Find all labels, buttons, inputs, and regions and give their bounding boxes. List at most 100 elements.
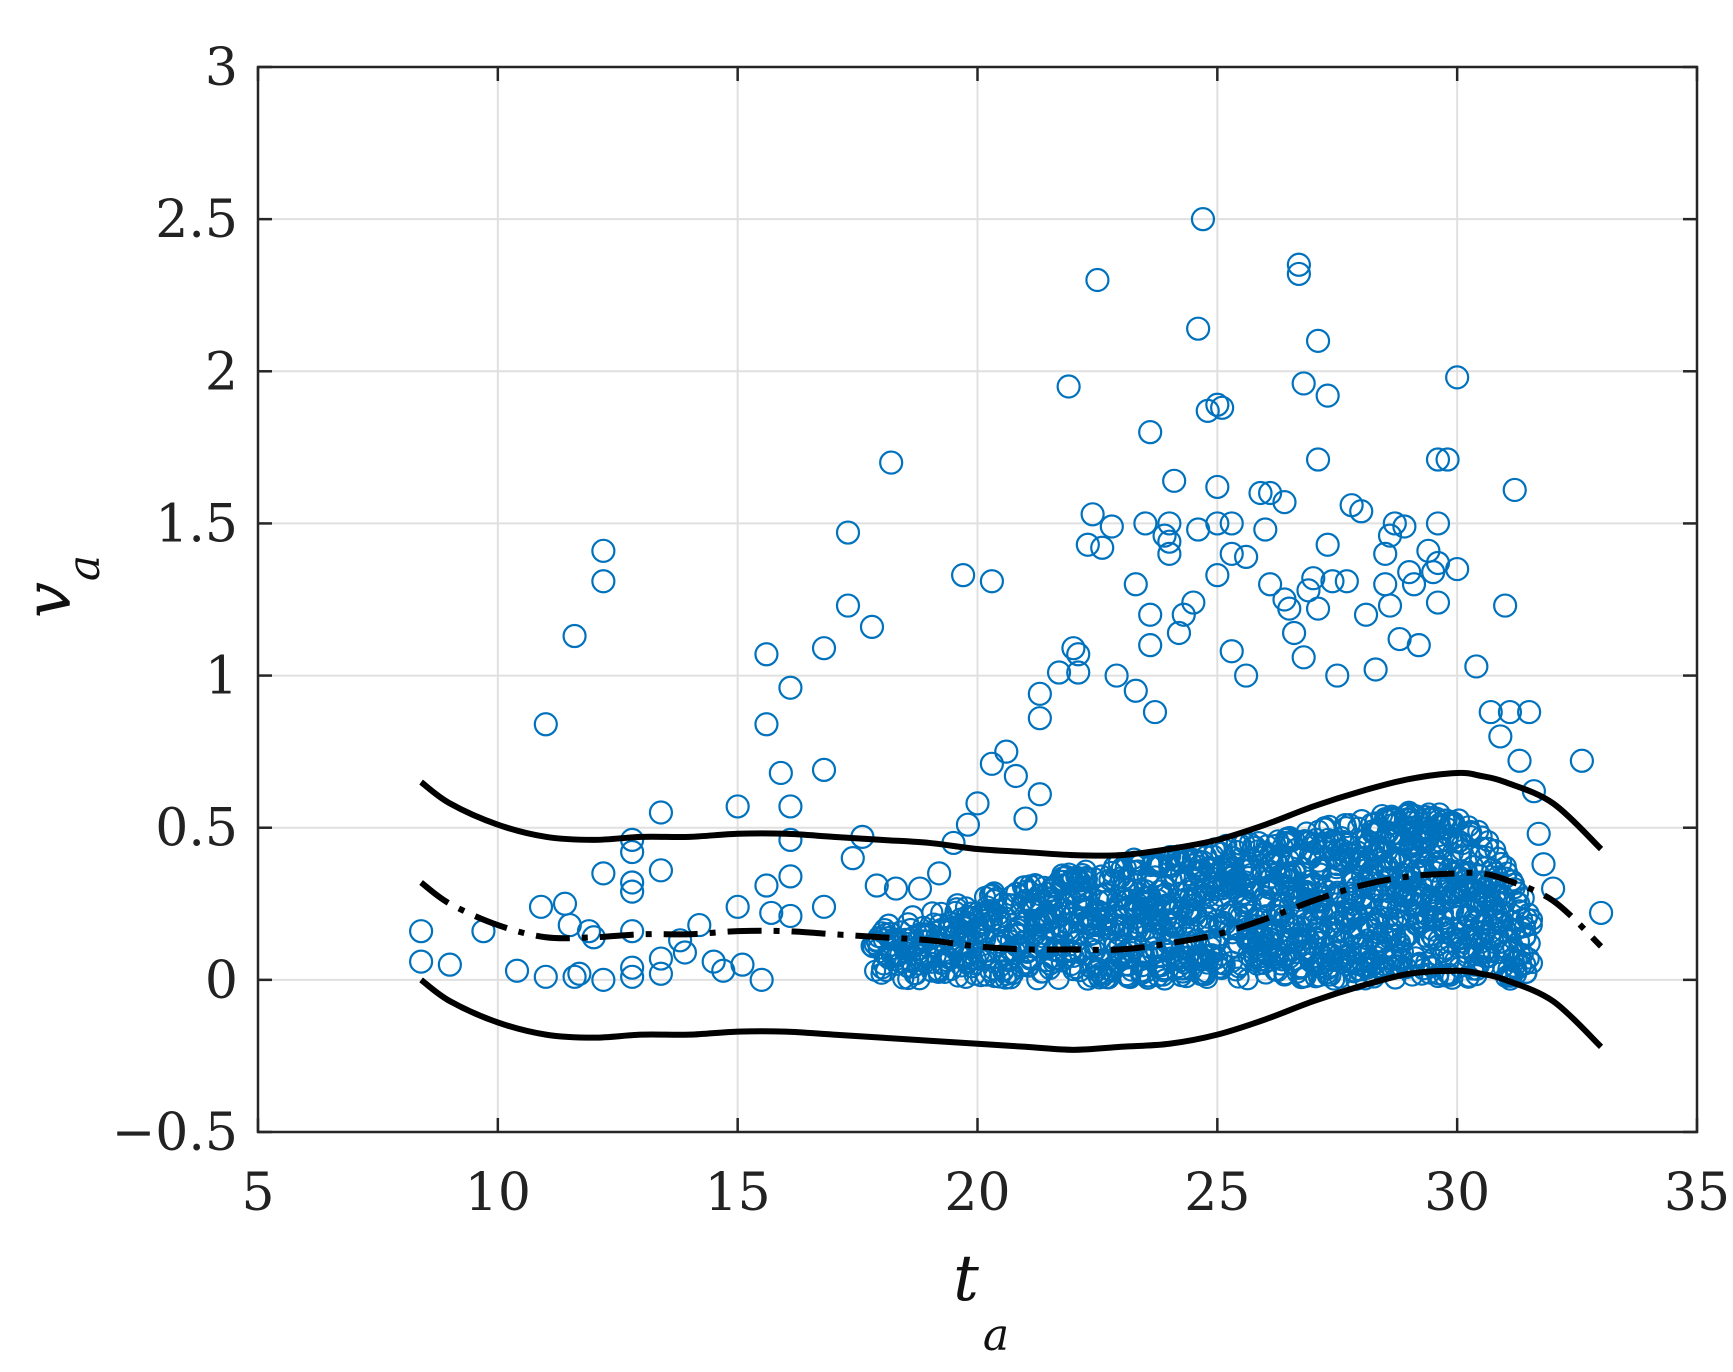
x-tick-label: 15 [705, 1163, 771, 1223]
scatter-point [1253, 517, 1278, 542]
scatter-points [408, 207, 1614, 992]
scatter-point [778, 903, 803, 929]
scatter-point [1138, 633, 1163, 658]
lower-bound-line [419, 967, 1604, 1053]
scatter-point [591, 569, 616, 594]
scatter-point [730, 952, 755, 977]
scatter-point [1520, 908, 1544, 931]
scatter-point [1133, 511, 1158, 536]
scatter-point [1157, 529, 1182, 554]
scatter-point [1526, 821, 1551, 846]
scatter-point [759, 900, 784, 926]
scatter-point [835, 520, 861, 545]
scatter-point [620, 919, 645, 944]
scatter-point [552, 891, 578, 916]
scatter-point [778, 864, 803, 889]
scatter-point [1061, 636, 1086, 661]
scatter-point [859, 614, 885, 639]
scatter-point [1027, 706, 1052, 731]
y-tick-label: −0.5 [112, 1103, 238, 1163]
scatter-point [1281, 620, 1307, 646]
scatter-point [1219, 541, 1244, 566]
scatter-point [1286, 252, 1311, 277]
scatter-point [562, 964, 587, 989]
scatter-point [1305, 328, 1331, 353]
scatter-point [1066, 660, 1091, 685]
dense-point-cloud [860, 800, 1544, 991]
scatter-point [1377, 593, 1403, 618]
scatter-point [1392, 514, 1417, 539]
scatter-point [1056, 374, 1081, 399]
scatter-point [1349, 499, 1374, 524]
scatter-point [620, 870, 645, 895]
scatter-point [1104, 663, 1129, 688]
scatter-point [1123, 572, 1148, 597]
scatter-point [1493, 593, 1518, 618]
scatter-point [1142, 699, 1168, 725]
scatter-point [1377, 523, 1403, 548]
y-tick-label: 1 [205, 647, 238, 707]
scatter-point [1464, 654, 1489, 679]
scatter-point [883, 876, 909, 901]
scatter-point [1205, 474, 1230, 500]
grid [257, 66, 1698, 1133]
scatter-point [1497, 699, 1523, 725]
scatter-point [687, 912, 712, 938]
scatter-point [648, 800, 674, 825]
scatter-point [1003, 763, 1028, 789]
scatter-point [1373, 572, 1398, 597]
scatter-point [1206, 947, 1229, 970]
scatter-point [879, 450, 904, 475]
scatter-point [725, 794, 750, 819]
x-axis-label-subscript: a [983, 1310, 1009, 1361]
scatter-point [648, 961, 674, 986]
scatter-point [1181, 590, 1206, 615]
x-tick-label: 20 [944, 1163, 1010, 1223]
x-tick-label: 5 [241, 1163, 274, 1223]
scatter-point [668, 928, 693, 953]
scatter-point [1325, 663, 1350, 688]
scatter-point [1237, 865, 1260, 889]
scatter-point [1219, 639, 1244, 664]
scatter-point [1291, 371, 1316, 396]
scatter-point [1334, 569, 1359, 594]
scatter-point [1531, 852, 1556, 877]
scatter-point [408, 949, 434, 974]
axes [256, 65, 1699, 1134]
mean-line [419, 869, 1604, 953]
scatter-point [1157, 541, 1182, 566]
scatter-point [835, 593, 861, 618]
x-tick-label: 35 [1664, 1163, 1730, 1223]
scatter-point [1445, 365, 1470, 390]
scatter-point [701, 949, 726, 974]
scatter-point [1075, 532, 1100, 557]
scatter-point [1502, 477, 1527, 503]
scatter-point [951, 563, 976, 588]
scatter-point [811, 757, 837, 783]
x-tick-label: 30 [1424, 1163, 1490, 1223]
y-tick-label: 2.5 [155, 190, 238, 250]
scatter-point [1210, 395, 1235, 420]
scatter-point [754, 873, 779, 898]
scatter-point [1157, 511, 1182, 536]
scatter-point [1162, 468, 1187, 493]
scatter-point [1099, 514, 1124, 539]
scatter-point [620, 879, 645, 904]
upper-bound-line [419, 769, 1604, 859]
x-tick-label: 10 [465, 1163, 531, 1223]
scatter-point [528, 894, 554, 919]
scatter-point [1166, 620, 1192, 646]
scatter-point [1227, 966, 1250, 989]
scatter-point [840, 846, 865, 871]
scatter-point [1286, 261, 1311, 287]
scatter-point [1234, 663, 1259, 688]
scatter-point [1219, 511, 1244, 536]
scatter-point [1291, 645, 1316, 670]
scatter-point [1517, 902, 1540, 925]
scatter-point [567, 961, 592, 986]
scatter-point [1445, 556, 1470, 582]
scatter-point [1520, 951, 1544, 975]
scatter-point [1320, 569, 1345, 594]
scatter-point [1027, 782, 1052, 807]
